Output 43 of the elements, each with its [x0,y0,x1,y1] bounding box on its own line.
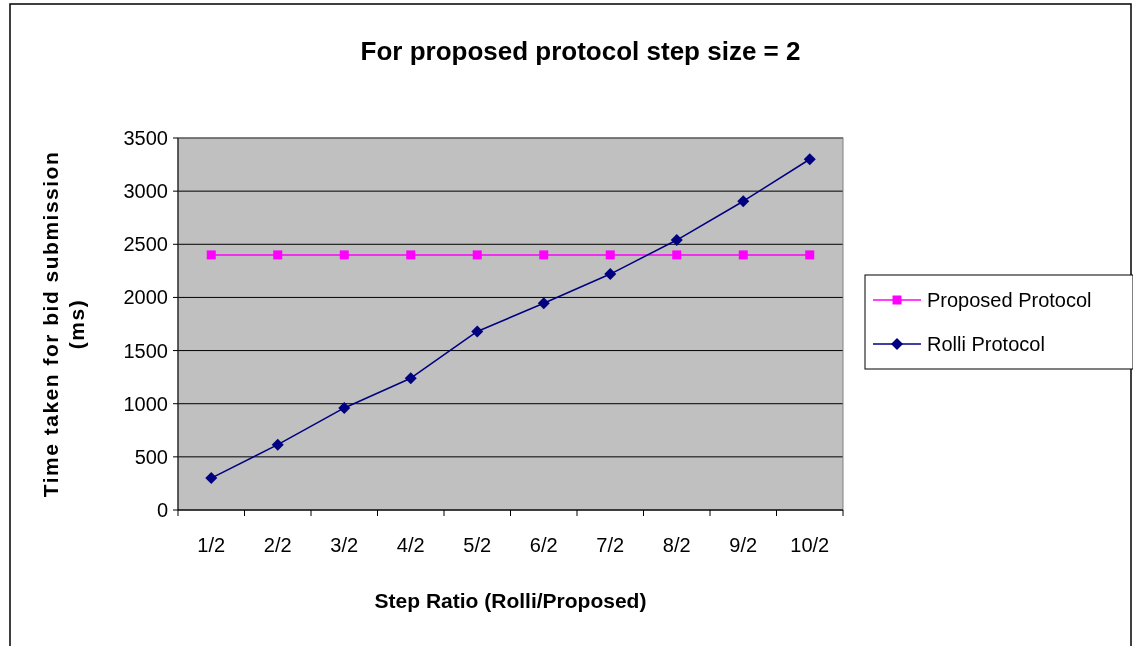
y-tick-label: 1500 [123,339,168,362]
y-tick-label: 0 [156,499,168,521]
point [339,250,349,260]
point [670,234,683,247]
point [205,472,218,485]
point [472,250,482,260]
point [338,401,351,414]
y-tick-label: 500 [134,445,168,468]
point [471,325,484,338]
x-tick-label: 9/2 [729,534,758,556]
point [406,250,416,260]
x-tick-label: 6/2 [529,534,558,556]
chart-title: For proposed protocol step size = 2 [360,36,801,66]
point [803,153,816,166]
y-axis-title: Time taken for bid submission (ms) [39,150,88,498]
point [604,268,617,281]
y-tick-label: 3500 [123,127,168,149]
point [404,372,417,385]
x-tick-label: 1/2 [197,534,226,556]
x-axis-title: Step Ratio (Rolli/Proposed) [374,589,647,612]
point [805,250,815,260]
y-tick-label: 2500 [123,233,168,256]
point [273,250,283,260]
x-tick-label: 7/2 [596,534,625,556]
point [737,195,750,208]
point [206,250,216,260]
legend-label: Proposed Protocol [927,289,1092,311]
point [539,250,549,260]
y-tick-label: 3000 [123,180,168,203]
x-tick-label: 10/2 [790,534,830,556]
x-tick-label: 8/2 [662,534,691,556]
y-tick-label: 2000 [123,286,168,309]
point [672,250,682,260]
legend-label: Rolli Protocol [927,333,1045,355]
x-tick-label: 3/2 [330,534,359,556]
x-tick-label: 5/2 [463,534,492,556]
point [605,250,615,260]
y-tick-label: 1000 [123,392,168,415]
point [738,250,748,260]
point [271,438,284,451]
point [537,297,550,310]
x-tick-label: 2/2 [263,534,292,556]
x-tick-label: 4/2 [396,534,425,556]
